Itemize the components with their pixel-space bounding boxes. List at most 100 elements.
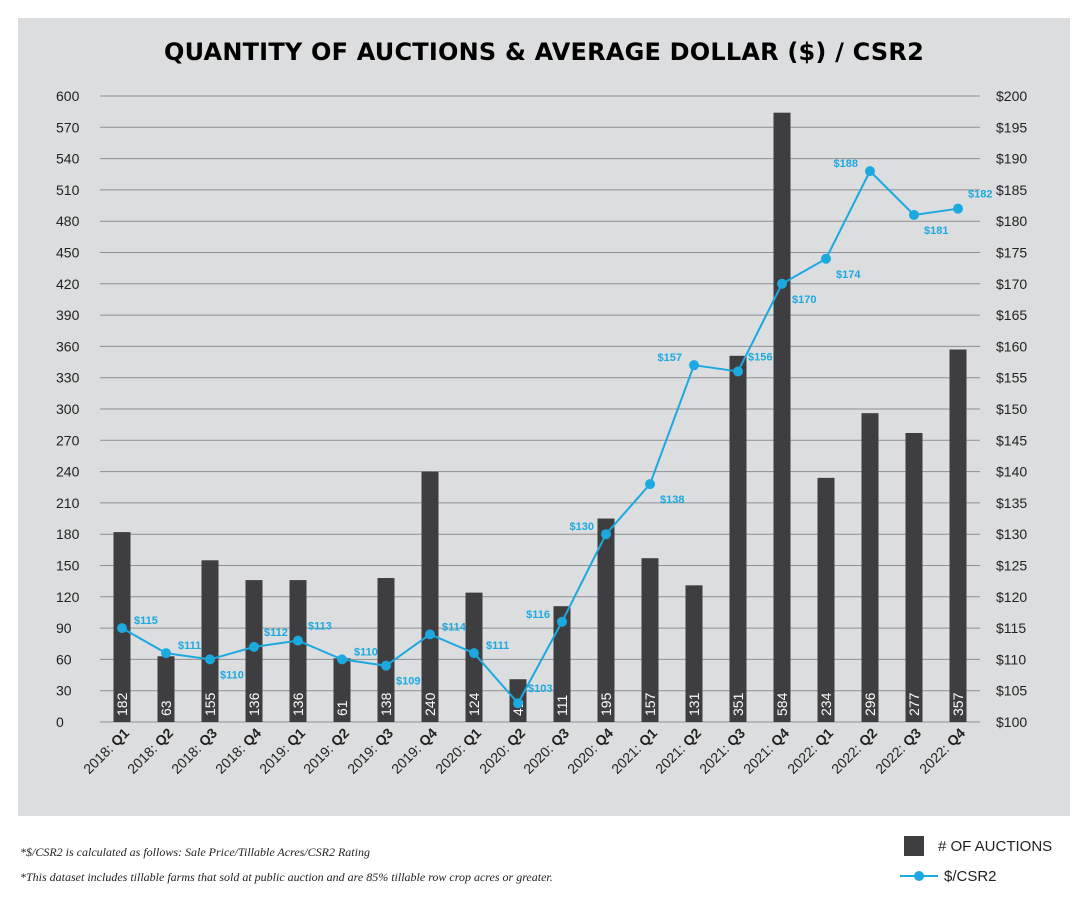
auction-bar <box>641 558 659 722</box>
x-tick-label: 2020: Q4 <box>564 725 616 777</box>
auction-bar <box>333 658 351 722</box>
csr2-point <box>953 203 963 214</box>
csr2-point <box>601 529 611 540</box>
x-tick-label: 2019: Q3 <box>344 725 396 777</box>
legend-label-auctions: # OF AUCTIONS <box>938 837 1053 855</box>
footnote-csr2-formula: *$/CSR2 is calculated as follows: Sale P… <box>20 845 370 859</box>
x-tick-label: 2018: Q1 <box>80 725 132 777</box>
csr2-label: $156 <box>748 351 772 363</box>
csr2-label: $110 <box>354 646 378 658</box>
csr2-point <box>909 209 919 220</box>
legend-label-csr2: $/CSR2 <box>944 867 997 885</box>
y-right-tick-label: $175 <box>996 245 1027 261</box>
csr2-line-path <box>121 169 959 705</box>
auction-bar-label: 240 <box>422 692 438 716</box>
auction-bar-label: 124 <box>466 692 482 716</box>
x-tick-label: 2020: Q2 <box>476 725 528 777</box>
csr2-points <box>117 166 963 709</box>
x-tick-label: 2022: Q2 <box>828 725 880 777</box>
csr2-point <box>513 698 523 709</box>
auction-bar-label: 157 <box>642 692 658 716</box>
csr2-point <box>777 278 787 289</box>
csr2-label: $182 <box>968 189 992 201</box>
y-right-tick-label: $115 <box>996 620 1026 636</box>
y-right-tick-label: $170 <box>996 276 1027 292</box>
y-left-tick-label: 600 <box>56 88 80 104</box>
x-tick-label: 2018: Q2 <box>124 725 176 777</box>
csr2-point <box>381 660 391 671</box>
y-right-tick-label: $125 <box>996 558 1027 574</box>
y-left-tick-label: 60 <box>56 651 72 667</box>
auction-bar <box>157 656 175 722</box>
csr2-label: $114 <box>442 621 467 633</box>
y-left-tick-label: 0 <box>56 714 64 730</box>
auction-bar-label: 351 <box>730 692 746 716</box>
x-tick-label: 2020: Q1 <box>432 725 484 777</box>
y-left-tick-label: 420 <box>56 276 80 292</box>
x-tick-label: 2018: Q4 <box>212 725 264 777</box>
y-left-tick-label: 120 <box>56 589 80 605</box>
y-left-tick-label: 570 <box>56 119 80 135</box>
legend-item-auctions: # OF AUCTIONS <box>900 834 1052 858</box>
auction-bar-label: 63 <box>158 700 174 716</box>
csr2-point <box>117 623 127 634</box>
auction-bar-label: 277 <box>906 692 922 716</box>
x-tick-label: 2021: Q1 <box>608 725 660 777</box>
auction-bar-label: 61 <box>334 700 350 716</box>
x-tick-label: 2019: Q1 <box>256 725 308 777</box>
chart-title: QUANTITY OF AUCTIONS & AVERAGE DOLLAR ($… <box>164 38 924 66</box>
auction-bar-label: 296 <box>862 692 878 716</box>
auction-bar <box>421 471 439 722</box>
csr2-point <box>205 654 215 665</box>
csr2-line <box>121 169 959 705</box>
auction-bar <box>817 477 835 722</box>
csr2-label: $138 <box>660 494 684 506</box>
csr2-point <box>469 648 479 659</box>
auction-bar <box>201 560 219 722</box>
legend-line-swatch <box>900 871 938 881</box>
csr2-label: $170 <box>792 294 816 306</box>
csr2-label: $111 <box>486 640 509 652</box>
csr2-label: $188 <box>834 158 858 170</box>
y-right-tick-label: $150 <box>996 401 1027 417</box>
csr2-label: $181 <box>924 225 948 237</box>
csr2-point <box>337 654 347 665</box>
x-tick-label: 2020: Q3 <box>520 725 572 777</box>
y-left-tick-label: 30 <box>56 683 72 699</box>
footnote-dataset: *This dataset includes tillable farms th… <box>20 870 553 884</box>
auction-bar-label: 136 <box>246 692 262 716</box>
gridlines <box>100 95 980 723</box>
y-left-tick-label: 360 <box>56 338 80 354</box>
csr2-label: $112 <box>264 627 288 639</box>
csr2-label: $111 <box>178 640 201 652</box>
auction-bar <box>861 413 879 722</box>
x-tick-label: 2021: Q4 <box>740 725 792 777</box>
csr2-point <box>161 648 171 659</box>
x-tick-label: 2021: Q2 <box>652 725 704 777</box>
auction-bar-label: 138 <box>378 692 394 716</box>
auction-bar <box>729 355 747 722</box>
y-left-tick-label: 480 <box>56 213 80 229</box>
left-y-axis: 0 30 60 90 120 150 180 210 240 270 300 330 360 390 420… <box>56 88 80 730</box>
auction-bar <box>377 578 395 722</box>
csr2-point <box>293 635 303 646</box>
auction-bar <box>773 112 791 722</box>
y-right-tick-label: $195 <box>996 119 1027 135</box>
auction-bar <box>949 349 967 722</box>
csr2-label: $116 <box>526 609 550 621</box>
y-left-tick-label: 540 <box>56 151 80 167</box>
chart-panel <box>18 18 1070 816</box>
auction-bar <box>905 432 923 722</box>
auction-bar-label: 131 <box>686 692 702 716</box>
auction-bar <box>685 585 703 722</box>
y-left-tick-label: 510 <box>56 182 80 198</box>
csr2-point <box>733 366 743 377</box>
auction-bar-label: 357 <box>950 692 966 716</box>
y-right-tick-label: $120 <box>996 589 1027 605</box>
csr2-label: $113 <box>308 621 332 633</box>
x-tick-label: 2019: Q4 <box>388 725 440 777</box>
csr2-label: $109 <box>396 676 420 688</box>
csr2-point <box>249 641 259 652</box>
y-left-tick-label: 210 <box>56 495 80 511</box>
